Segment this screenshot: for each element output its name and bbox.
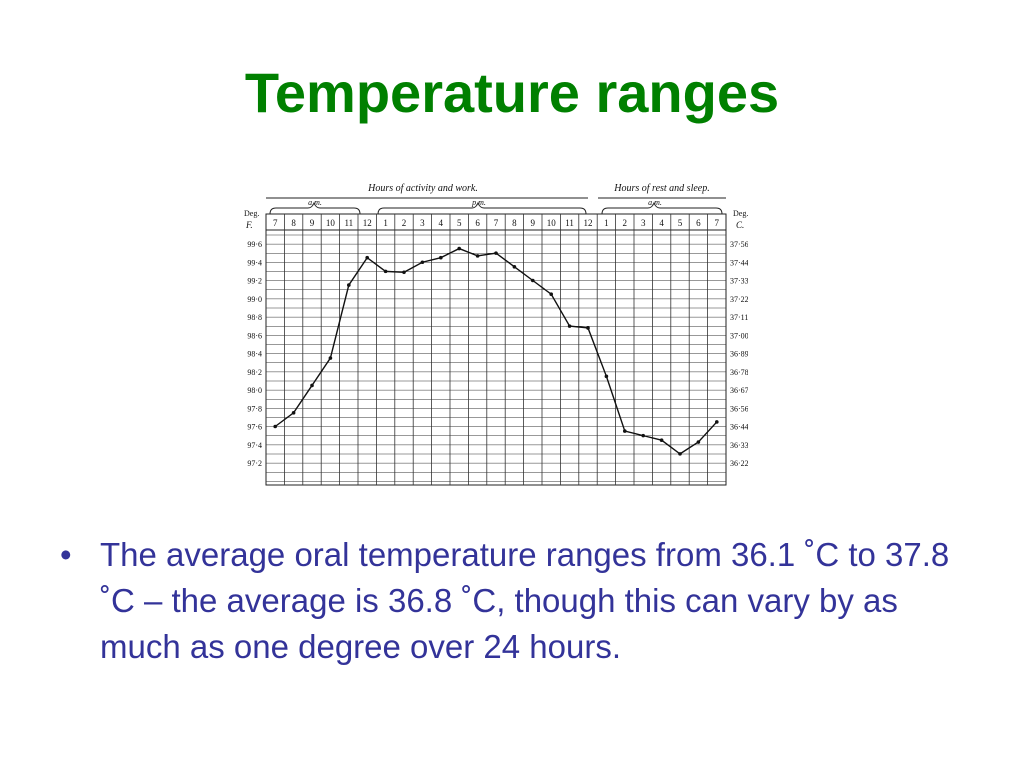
temperature-point <box>347 283 351 287</box>
header-brackets <box>266 197 726 215</box>
hour-label: 9 <box>531 218 536 228</box>
right-tick-label: 37·33 <box>730 277 748 286</box>
right-axis-title-deg: Deg. <box>733 209 748 218</box>
left-axis-title-unit: F. <box>245 220 253 230</box>
left-tick-label: 98·8 <box>247 313 262 322</box>
temperature-point <box>641 433 645 438</box>
hour-label: 7 <box>715 218 720 228</box>
right-tick-label: 36·89 <box>730 350 748 359</box>
hour-label: 8 <box>291 218 296 228</box>
temperature-point <box>678 452 682 456</box>
right-tick-label: 37·00 <box>730 331 748 340</box>
temperature-point <box>328 356 333 360</box>
hour-label: 12 <box>584 218 593 228</box>
temperature-point <box>567 324 572 328</box>
left-tick-label: 99·0 <box>247 295 262 304</box>
hour-label: 10 <box>547 218 557 228</box>
hour-label: 7 <box>273 218 278 228</box>
axis-ticks: 99·6 99·4 99·2 99·0 98·8 98·6 98·4 98·2 98·0 97·8… <box>247 240 748 468</box>
temperature-point <box>291 411 296 415</box>
hour-label: 5 <box>457 218 462 228</box>
hour-label: 4 <box>439 218 444 228</box>
left-tick-label: 98·2 <box>247 368 262 377</box>
temperature-point <box>273 424 277 429</box>
hour-label: 8 <box>512 218 517 228</box>
hour-label: 12 <box>363 218 372 228</box>
left-tick-label: 97·6 <box>247 423 262 432</box>
temperature-point <box>402 270 406 275</box>
slide-title: Temperature ranges <box>244 61 780 124</box>
hour-label: 7 <box>494 218 499 228</box>
bullet-marker: • <box>60 536 72 573</box>
hour-label: 3 <box>641 218 646 228</box>
temperature-series <box>273 246 719 456</box>
hour-label: 11 <box>565 218 574 228</box>
hour-label: 9 <box>310 218 315 228</box>
left-tick-label: 98·6 <box>247 331 262 340</box>
header-activity: Hours of activity and work. <box>367 183 478 194</box>
temperature-point <box>586 326 590 330</box>
left-tick-label: 99·4 <box>247 258 262 267</box>
am-label-1: a.m. <box>308 198 322 207</box>
right-tick-label: 37·56 <box>730 240 748 249</box>
left-tick-label: 98·4 <box>247 350 262 359</box>
left-tick-label: 99·6 <box>247 240 262 249</box>
temperature-point <box>549 292 553 296</box>
header-rest: Hours of rest and sleep. <box>613 183 709 194</box>
hour-label: 6 <box>475 218 480 228</box>
right-tick-label: 36·22 <box>730 459 748 468</box>
temperature-point <box>604 374 609 379</box>
temperature-chart: Hours of activity and work. Hours of res… <box>244 183 748 486</box>
hour-label: 2 <box>623 218 628 228</box>
temperature-line <box>274 247 718 455</box>
temperature-point <box>696 440 701 444</box>
temperature-point <box>383 269 388 274</box>
temperature-point <box>623 429 627 433</box>
right-axis-title-unit: C. <box>736 220 744 230</box>
hour-label: 3 <box>420 218 425 228</box>
right-tick-label: 36·56 <box>730 404 748 413</box>
right-tick-label: 36·78 <box>730 368 748 377</box>
hour-label: 1 <box>604 218 609 228</box>
temperature-point <box>531 278 535 283</box>
temperature-point <box>715 420 719 424</box>
temperature-point <box>365 255 369 260</box>
chart-frame <box>265 213 727 486</box>
right-tick-label: 37·22 <box>730 295 748 304</box>
hour-label: 5 <box>678 218 683 228</box>
right-tick-label: 37·44 <box>730 258 748 267</box>
hour-label: 1 <box>383 218 388 228</box>
temperature-point <box>659 438 664 442</box>
left-tick-label: 97·2 <box>247 459 262 468</box>
temperature-point <box>420 260 425 265</box>
temperature-point <box>439 255 443 260</box>
left-tick-label: 99·2 <box>247 277 262 286</box>
left-tick-label: 97·4 <box>247 441 262 450</box>
right-tick-label: 36·67 <box>730 386 748 395</box>
temperature-point <box>494 251 498 255</box>
right-tick-label: 36·44 <box>730 423 748 432</box>
temperature-point <box>457 246 461 251</box>
temperature-point <box>310 383 314 388</box>
left-tick-label: 98·0 <box>247 386 262 395</box>
right-tick-label: 37·11 <box>730 313 748 322</box>
hour-label: 6 <box>696 218 701 228</box>
bullet-text: The average oral temperature ranges from… <box>100 536 950 665</box>
left-tick-label: 97·8 <box>247 404 262 413</box>
hour-labels: 7 8 9 10 11 12 1 2 3 4 5 6 7 8 9 10 11 12 1 2 3 4 5 6 7 <box>273 218 720 228</box>
hour-label: 4 <box>659 218 664 228</box>
temperature-point <box>475 254 480 258</box>
left-axis-title-deg: Deg. <box>244 209 259 218</box>
hour-label: 2 <box>402 218 407 228</box>
hour-label: 11 <box>344 218 353 228</box>
am-label-2: a.m. <box>648 198 662 207</box>
hour-label: 10 <box>326 218 336 228</box>
chart-grid <box>265 213 727 486</box>
right-tick-label: 36·33 <box>730 441 748 450</box>
temperature-point <box>512 265 517 269</box>
pm-label: p.m. <box>471 198 486 207</box>
